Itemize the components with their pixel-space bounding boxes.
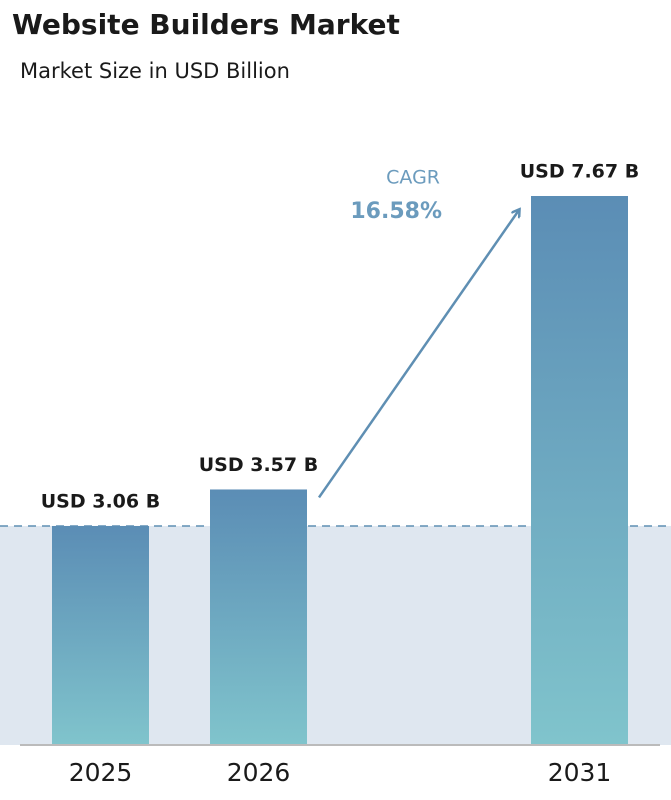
annotation: CAGR <box>386 167 440 189</box>
bar <box>531 196 628 745</box>
value-label: USD 3.06 B <box>41 490 160 512</box>
chart-subtitle: Market Size in USD Billion <box>20 59 290 83</box>
value-label: USD 7.67 B <box>520 161 639 183</box>
value-label: USD 3.57 B <box>199 454 318 476</box>
x-tick-label: 2031 <box>548 758 612 787</box>
annotation: 16.58% <box>350 199 442 224</box>
x-tick-label: 2026 <box>227 758 291 787</box>
x-tick-label: 2025 <box>69 758 133 787</box>
chart-title: Website Builders Market <box>12 8 400 41</box>
bar <box>210 489 307 745</box>
bar <box>52 525 149 745</box>
cagr-arrow <box>317 210 519 499</box>
